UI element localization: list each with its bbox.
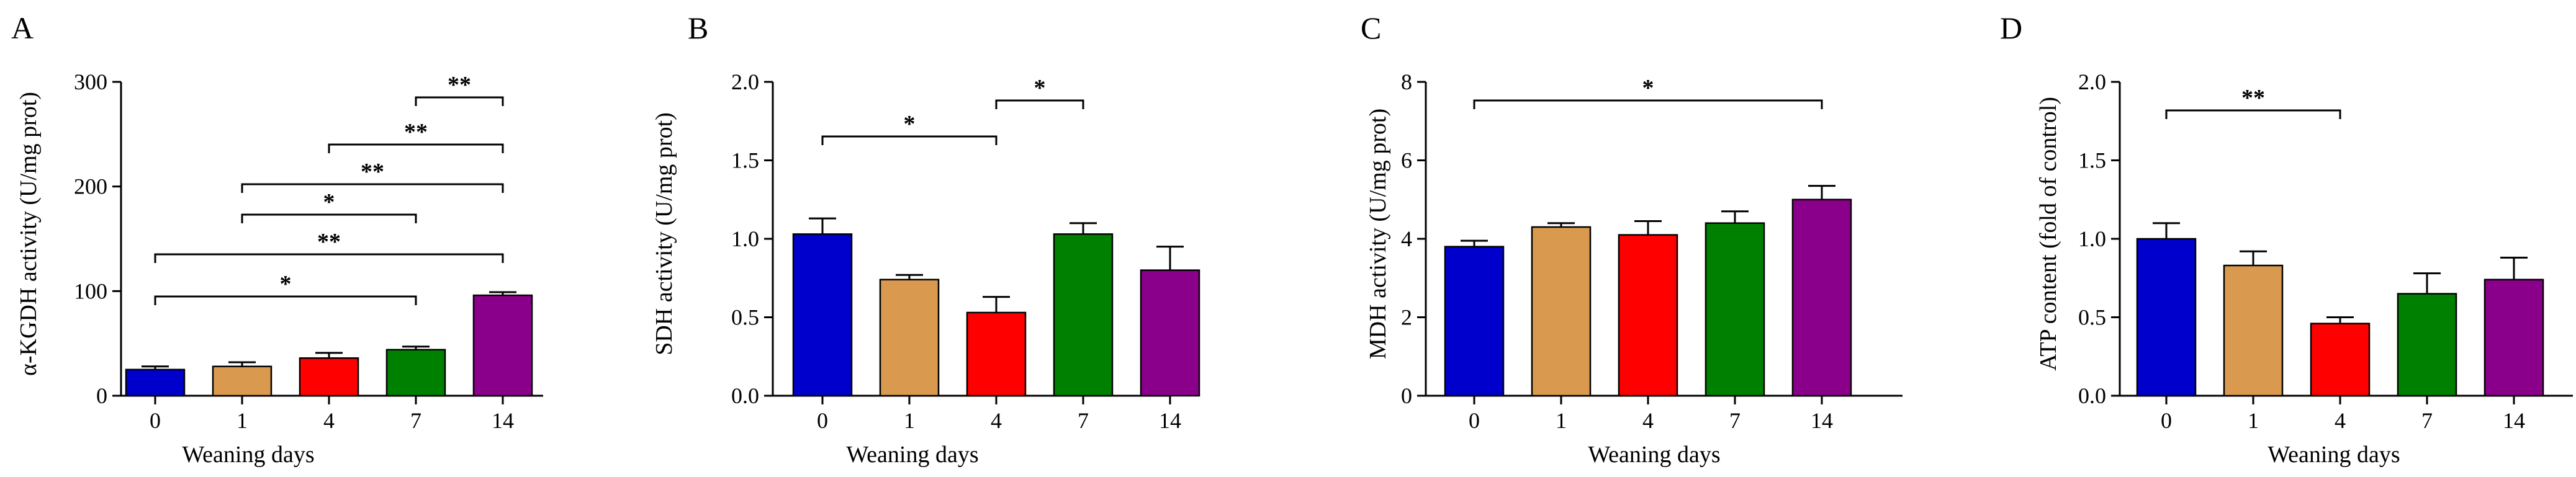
x-tick-label: 4 bbox=[1642, 408, 1654, 433]
bar bbox=[1444, 246, 1505, 397]
x-tick-label: 0 bbox=[817, 408, 828, 433]
significance-label: ** bbox=[448, 72, 471, 98]
y-tick-label: 6 bbox=[1401, 148, 1412, 173]
significance-bracket bbox=[2165, 109, 2341, 119]
panel-letter-d: D bbox=[2000, 11, 2022, 45]
significance-bracket bbox=[328, 143, 504, 153]
x-tick-label: 1 bbox=[1556, 408, 1567, 433]
significance-label: * bbox=[904, 111, 916, 137]
y-tick-label: 2 bbox=[1401, 305, 1412, 330]
y-axis-title: α-KGDH activity (U/mg prot) bbox=[16, 92, 42, 376]
y-tick-label: 2.0 bbox=[2078, 69, 2106, 94]
bar bbox=[2397, 293, 2457, 397]
bar bbox=[2223, 264, 2284, 397]
y-axis-title: MDH activity (U/mg prot) bbox=[1365, 109, 1391, 359]
significance-label: ** bbox=[361, 159, 384, 185]
significance-label: ** bbox=[317, 229, 341, 255]
panel-c: C MDH activity (U/mg prot) Weaning days … bbox=[1361, 11, 1903, 468]
bar bbox=[212, 365, 272, 397]
significance-bracket bbox=[241, 183, 504, 193]
significance-bracket bbox=[154, 253, 504, 263]
panel-a: A α-KGDH activity (U/mg prot) Weaning da… bbox=[11, 11, 543, 468]
bar bbox=[1791, 198, 1852, 397]
x-tick-label: 0 bbox=[150, 408, 161, 433]
x-tick-label: 1 bbox=[2248, 408, 2259, 433]
bar bbox=[792, 233, 853, 397]
y-tick-label: 2.0 bbox=[731, 69, 759, 94]
significance-bracket bbox=[154, 295, 417, 305]
y-tick-label: 1.0 bbox=[2078, 226, 2106, 251]
bar bbox=[299, 357, 359, 397]
significance-bracket bbox=[1473, 99, 1823, 109]
panel-d: D ATP content (fold of control) Weaning … bbox=[2000, 11, 2573, 468]
x-tick-label: 7 bbox=[1729, 408, 1741, 433]
bar bbox=[1140, 269, 1200, 397]
bar bbox=[125, 368, 186, 397]
x-tick-label: 0 bbox=[2161, 408, 2172, 433]
x-tick-label: 14 bbox=[1159, 408, 1181, 433]
x-tick-label: 14 bbox=[2503, 408, 2525, 433]
x-tick-label: 4 bbox=[2335, 408, 2346, 433]
x-axis-title: Weaning days bbox=[182, 442, 314, 468]
x-tick-label: 1 bbox=[904, 408, 915, 433]
x-tick-label: 4 bbox=[323, 408, 335, 433]
y-tick-label: 0.5 bbox=[731, 305, 759, 330]
x-tick-label: 0 bbox=[1469, 408, 1480, 433]
significance-bracket bbox=[821, 135, 998, 145]
y-tick-label: 0.5 bbox=[2078, 305, 2106, 330]
significance-bracket bbox=[415, 96, 504, 106]
significance-label: ** bbox=[2241, 85, 2265, 111]
x-axis-title: Weaning days bbox=[846, 442, 978, 468]
bar bbox=[2136, 238, 2197, 397]
significance-label: * bbox=[1034, 75, 1046, 101]
bar bbox=[879, 279, 940, 397]
y-tick-label: 300 bbox=[74, 69, 107, 94]
y-tick-label: 0.0 bbox=[731, 383, 759, 408]
y-tick-label: 0 bbox=[1401, 383, 1412, 408]
y-tick-label: 200 bbox=[74, 174, 107, 199]
bar bbox=[1618, 234, 1678, 397]
panel-b: B SDH activity (U/mg prot) Weaning days … bbox=[651, 11, 1200, 468]
panel-letter-c: C bbox=[1361, 11, 1381, 45]
bar bbox=[2310, 323, 2371, 397]
y-tick-label: 0.0 bbox=[2078, 383, 2106, 408]
panel-letter-b: B bbox=[688, 11, 708, 45]
significance-label: * bbox=[1642, 75, 1654, 101]
x-tick-label: 7 bbox=[1078, 408, 1089, 433]
bar bbox=[1053, 233, 1114, 397]
y-tick-label: 8 bbox=[1401, 69, 1412, 94]
y-tick-label: 1.5 bbox=[2078, 148, 2106, 173]
x-tick-label: 1 bbox=[236, 408, 248, 433]
significance-label: ** bbox=[404, 119, 428, 145]
x-axis-title: Weaning days bbox=[2268, 442, 2400, 468]
x-tick-label: 4 bbox=[991, 408, 1002, 433]
y-tick-label: 100 bbox=[74, 279, 107, 303]
significance-label: * bbox=[323, 189, 335, 215]
y-axis-title: SDH activity (U/mg prot) bbox=[651, 112, 677, 355]
bar bbox=[1705, 222, 1765, 397]
significance-label: * bbox=[280, 271, 292, 297]
y-axis-title: ATP content (fold of control) bbox=[2035, 97, 2061, 371]
x-tick-label: 14 bbox=[492, 408, 514, 433]
panel-letter-a: A bbox=[11, 11, 34, 45]
significance-bracket bbox=[241, 213, 417, 223]
bar bbox=[2484, 279, 2544, 397]
y-tick-label: 1.0 bbox=[731, 226, 759, 251]
x-tick-label: 7 bbox=[410, 408, 421, 433]
y-tick-label: 1.5 bbox=[731, 148, 759, 173]
bar bbox=[385, 349, 446, 397]
y-tick-label: 0 bbox=[96, 383, 107, 408]
x-tick-label: 14 bbox=[1811, 408, 1833, 433]
x-tick-label: 7 bbox=[2421, 408, 2433, 433]
bar bbox=[1531, 226, 1592, 397]
bar bbox=[966, 311, 1027, 397]
x-axis-title: Weaning days bbox=[1588, 442, 1720, 468]
bar bbox=[472, 294, 533, 397]
y-tick-label: 4 bbox=[1401, 226, 1412, 251]
significance-bracket bbox=[995, 99, 1084, 109]
